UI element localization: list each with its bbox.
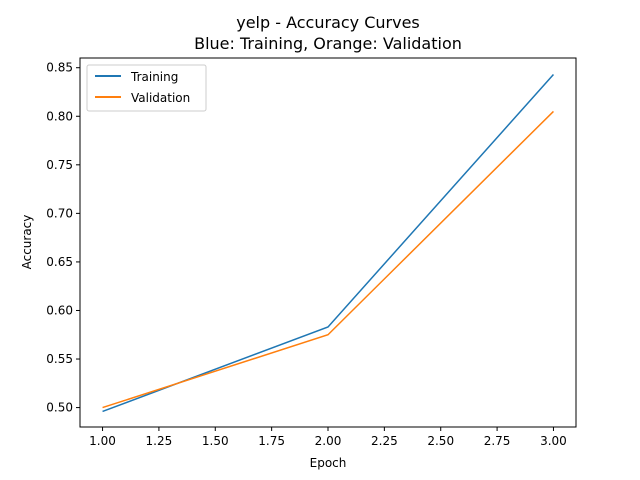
x-tick-label: 1.25	[146, 434, 173, 448]
x-tick-label: 2.25	[371, 434, 398, 448]
legend-label-validation: Validation	[131, 91, 190, 105]
legend-label-training: Training	[130, 70, 178, 84]
y-axis-ticks: 0.50 0.55 0.60 0.65 0.70 0.75 0.80 0.85	[46, 61, 80, 415]
x-tick-label: 3.00	[540, 434, 567, 448]
y-axis-label: Accuracy	[20, 215, 34, 270]
x-tick-label: 2.00	[315, 434, 342, 448]
legend: Training Validation	[86, 64, 207, 112]
chart-title: yelp - Accuracy Curves	[236, 13, 420, 32]
x-tick-label: 2.75	[484, 434, 511, 448]
plot-lines	[102, 74, 555, 413]
series-line-training	[102, 74, 555, 413]
series-line-validation	[102, 110, 554, 409]
x-axis-label: Epoch	[310, 456, 347, 470]
y-tick-label: 0.60	[46, 303, 73, 317]
x-tick-label: 1.50	[202, 434, 229, 448]
plot-frame	[79, 57, 577, 428]
y-tick-label: 0.75	[46, 158, 73, 172]
y-tick-label: 0.50	[46, 401, 73, 415]
y-tick-label: 0.65	[46, 255, 73, 269]
chart-subtitle: Blue: Training, Orange: Validation	[194, 34, 462, 53]
y-tick-label: 0.80	[46, 109, 73, 123]
x-tick-label: 1.75	[258, 434, 285, 448]
x-tick-label: 1.00	[89, 434, 116, 448]
x-tick-label: 2.50	[427, 434, 454, 448]
y-tick-label: 0.70	[46, 206, 73, 220]
y-tick-label: 0.85	[46, 61, 73, 75]
x-axis-ticks: 1.00 1.25 1.50 1.75 2.00 2.25 2.50 2.75 3.00	[89, 427, 567, 448]
y-tick-label: 0.55	[46, 352, 73, 366]
